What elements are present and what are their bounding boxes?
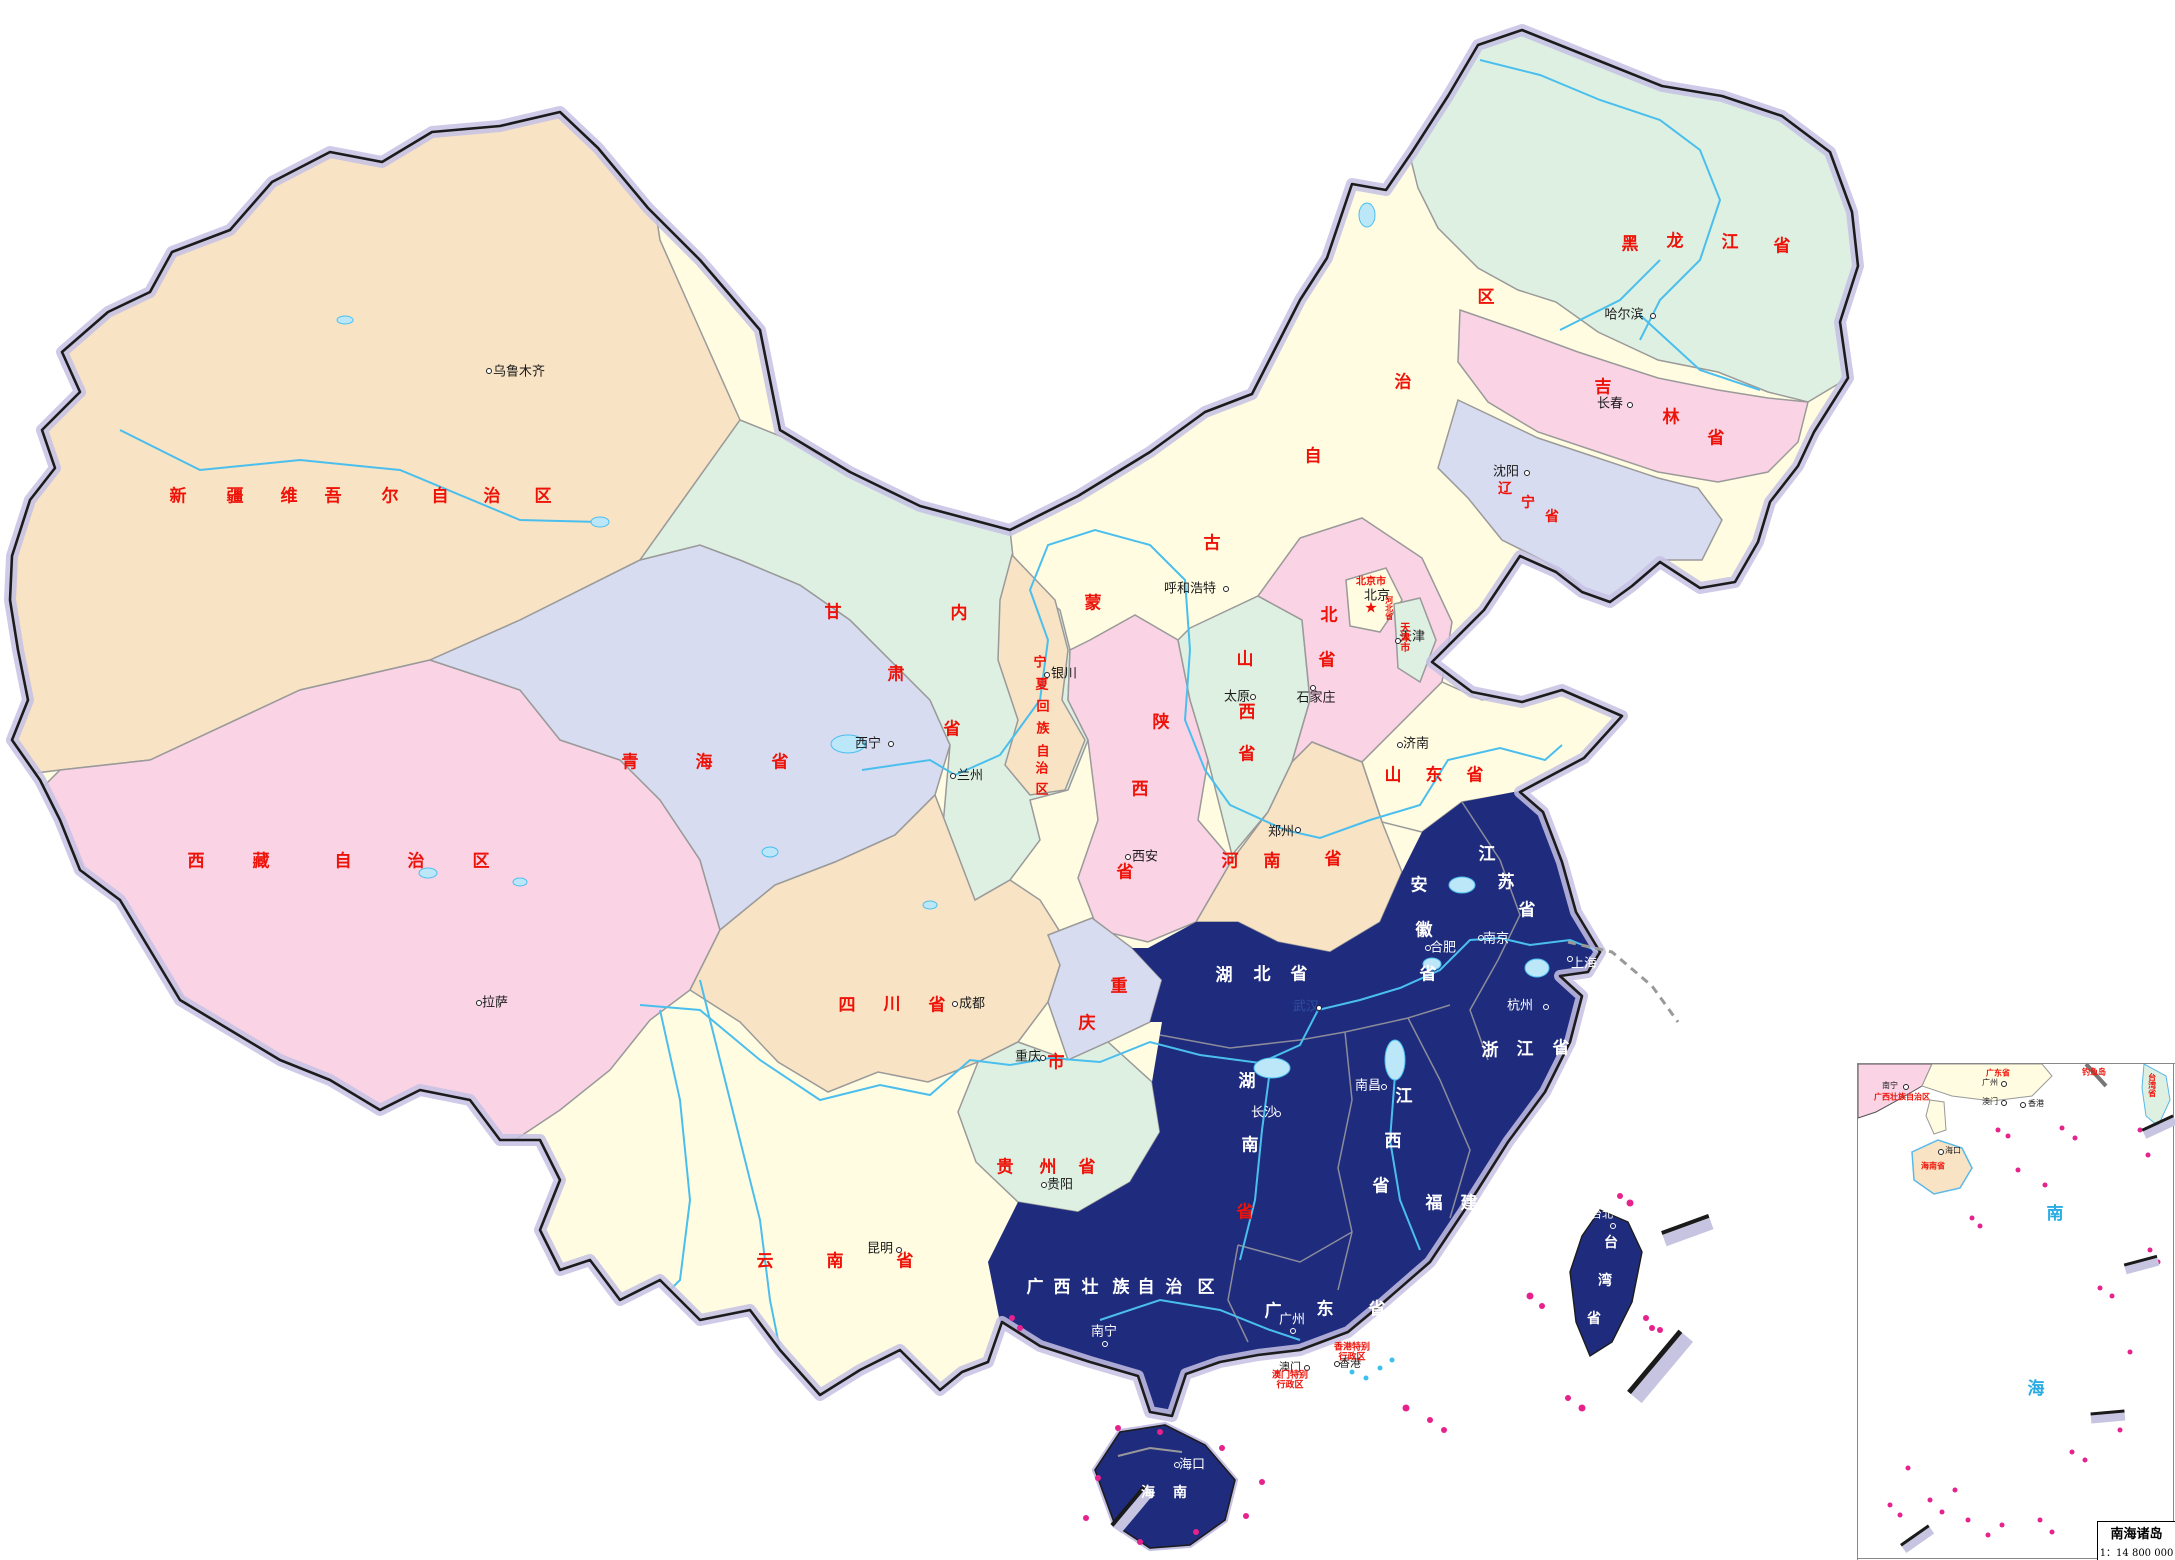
break-bar [1627, 1329, 1694, 1404]
province-fills [10, 30, 1858, 1416]
inset-break-bar [1900, 1524, 1935, 1554]
province-tianjin [1393, 597, 1437, 684]
inset-break-bar [2090, 1409, 2126, 1424]
lakes [336, 202, 1550, 1081]
inset-title: 南海诸岛 [2110, 1527, 2163, 1542]
province-jilin [1457, 308, 1809, 483]
inset-island-dots [1887, 1125, 2161, 1538]
inset-break-bar [2141, 1114, 2175, 1139]
province-hainan [1091, 1421, 1239, 1552]
province-chongqing [1047, 917, 1163, 1062]
island-dots [1009, 1193, 1663, 1545]
coastal-cyan-dots [1349, 1357, 1395, 1381]
inset-guangdong [1921, 1063, 2053, 1102]
navy-internal-borders [1159, 801, 1521, 1343]
national-border-line [8, 28, 1860, 1418]
qiongzhou-strait-line [1117, 1446, 1183, 1457]
inset-title-box: 南海诸岛 1：14 800 000 [2097, 1521, 2175, 1560]
inset-scale: 1：14 800 000 [2099, 1548, 2174, 1559]
inset-leizhou [1925, 1099, 1947, 1135]
province-beijing [1345, 567, 1403, 633]
break-bar [1110, 1484, 1155, 1534]
sea-boundary-dashes [1567, 940, 1680, 1023]
inset-frame [1857, 1063, 2175, 1560]
inset-map [1857, 1062, 2175, 1559]
inset-break-bar [2123, 1254, 2160, 1275]
break-bar [1661, 1214, 1714, 1247]
province-taiwan [1569, 1209, 1643, 1358]
province-ningxia [997, 553, 1086, 796]
inset-hainan [1911, 1139, 1973, 1195]
